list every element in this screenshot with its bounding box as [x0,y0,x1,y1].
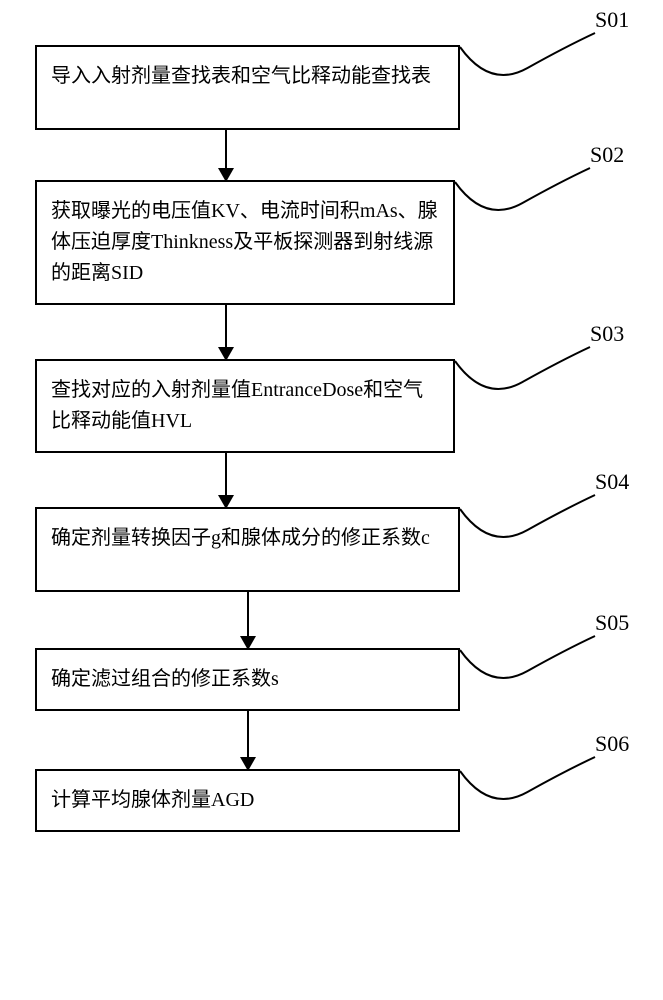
flow-arrow [35,711,663,769]
flow-node: 确定滤过组合的修正系数s [35,648,460,711]
flow-step-s03: 查找对应的入射剂量值EntranceDose和空气比释动能值HVLS03 [35,359,663,453]
flow-arrow [35,453,663,507]
flow-step-s01: 导入入射剂量查找表和空气比释动能查找表S01 [35,45,663,130]
flow-step-s04: 确定剂量转换因子g和腺体成分的修正系数cS04 [35,507,663,592]
flow-step-s05: 确定滤过组合的修正系数sS05 [35,648,663,711]
step-label: S04 [595,469,629,495]
flow-step-s06: 计算平均腺体剂量AGDS06 [35,769,663,832]
callout-curve [440,0,663,115]
flow-node: 查找对应的入射剂量值EntranceDose和空气比释动能值HVL [35,359,455,453]
flow-node: 计算平均腺体剂量AGD [35,769,460,832]
flow-step-s02: 获取曝光的电压值KV、电流时间积mAs、腺体压迫厚度Thinkness及平板探测… [35,180,663,305]
flow-node-text: 计算平均腺体剂量AGD [51,785,444,816]
step-label: S06 [595,731,629,757]
flow-node-text: 导入入射剂量查找表和空气比释动能查找表 [51,61,444,92]
flow-node: 获取曝光的电压值KV、电流时间积mAs、腺体压迫厚度Thinkness及平板探测… [35,180,455,305]
flowchart-container: 导入入射剂量查找表和空气比释动能查找表S01获取曝光的电压值KV、电流时间积mA… [0,0,663,1000]
flow-node-text: 获取曝光的电压值KV、电流时间积mAs、腺体压迫厚度Thinkness及平板探测… [51,196,439,289]
step-label: S02 [590,142,624,168]
step-label: S05 [595,610,629,636]
step-label: S01 [595,7,629,33]
flow-arrow [35,130,663,180]
flow-node-text: 确定滤过组合的修正系数s [51,664,444,695]
flow-arrow [35,305,663,359]
flow-node-text: 确定剂量转换因子g和腺体成分的修正系数c [51,523,444,554]
flow-arrow [35,592,663,648]
step-label: S03 [590,321,624,347]
flow-node: 确定剂量转换因子g和腺体成分的修正系数c [35,507,460,592]
flow-node: 导入入射剂量查找表和空气比释动能查找表 [35,45,460,130]
flow-node-text: 查找对应的入射剂量值EntranceDose和空气比释动能值HVL [51,375,439,437]
